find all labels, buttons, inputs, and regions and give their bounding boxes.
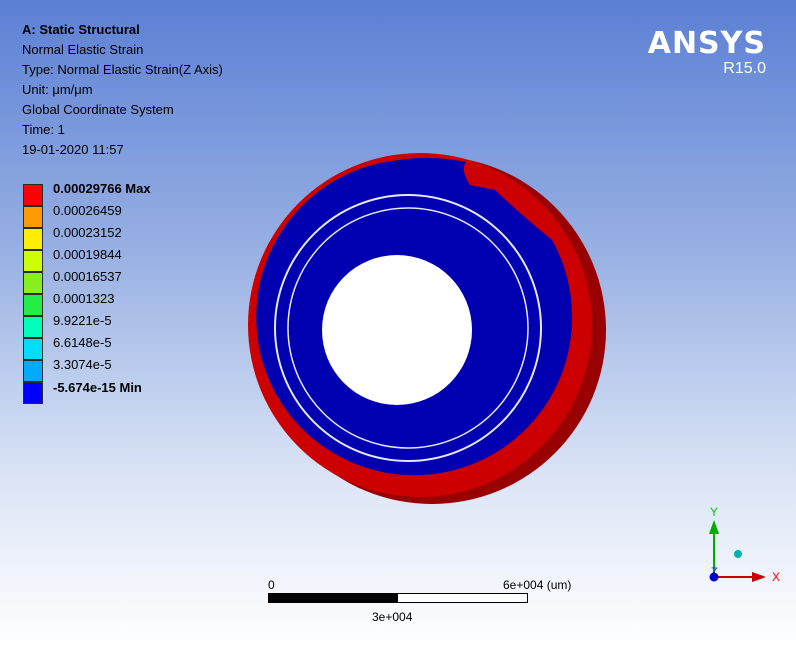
axis-triad[interactable]: Y X Z: [690, 500, 790, 600]
x-axis-label: X: [772, 570, 780, 584]
isometric-view-ball[interactable]: [734, 550, 742, 558]
legend-swatch: [23, 272, 43, 294]
result-unit: Unit: μm/μm: [22, 82, 93, 97]
legend-swatch: [23, 360, 43, 382]
result-timestamp: 19-01-2020 11:57: [22, 142, 124, 157]
legend-label: 6.6148e-5: [53, 335, 112, 350]
result-info-block: A: Static Structural Normal Elastic Stra…: [22, 20, 223, 160]
legend-swatch: [23, 294, 43, 316]
legend-label: 0.00026459: [53, 203, 122, 218]
scale-ruler-fill: [269, 594, 398, 602]
legend-min-label: -5.674e-15 Min: [53, 380, 142, 395]
legend-swatch-min: [23, 382, 43, 404]
triad-origin: [709, 572, 719, 582]
scale-ruler: [268, 593, 528, 603]
scale-max-label: 6e+004 (um): [503, 578, 572, 592]
ring-groove-inner: [287, 207, 529, 449]
scale-mid-label: 3e+004: [372, 610, 413, 624]
result-name: Normal Elastic Strain: [22, 42, 144, 57]
legend-swatch: [23, 338, 43, 360]
legend-swatch: [23, 250, 43, 272]
legend-label: 0.00023152: [53, 225, 122, 240]
legend-label: 0.0001323: [53, 291, 115, 306]
result-time: Time: 1: [22, 122, 65, 137]
analysis-title: A: Static Structural: [22, 22, 140, 37]
legend-label: 0.00019844: [53, 247, 122, 262]
ansys-logo: ANSYS R15.0: [648, 28, 766, 78]
coordinate-system: Global Coordinate System: [22, 102, 174, 117]
legend-label: 3.3074e-5: [53, 357, 112, 372]
y-axis-label: Y: [710, 505, 718, 519]
legend-label: 9.9221e-5: [53, 313, 112, 328]
scale-zero-label: 0: [268, 578, 275, 592]
ring-groove-outer: [274, 194, 542, 462]
brand-name: ANSYS: [647, 26, 766, 61]
x-axis-arrowhead: [752, 572, 766, 582]
legend-swatch: [23, 184, 43, 206]
scale-bar: 0 6e+004 (um) 3e+004: [268, 578, 571, 628]
legend-swatch: [23, 316, 43, 338]
legend-swatch: [23, 206, 43, 228]
y-axis-arrowhead: [709, 520, 719, 534]
legend-max-label: 0.00029766 Max: [53, 181, 151, 196]
bearing-ring-inner: [256, 157, 573, 476]
bore-hole: [322, 255, 472, 405]
brand-version: R15.0: [723, 60, 766, 77]
legend-label: 0.00016537: [53, 269, 122, 284]
result-type: Type: Normal Elastic Strain(Z Axis): [22, 62, 223, 77]
legend-swatch: [23, 228, 43, 250]
z-axis-label: Z: [711, 566, 718, 578]
